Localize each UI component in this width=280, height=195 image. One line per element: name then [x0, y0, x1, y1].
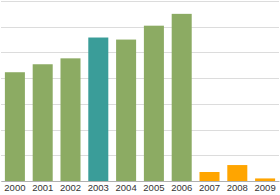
x-tick-label: 2006	[171, 182, 192, 193]
x-tick: 2008	[227, 181, 248, 193]
chart-container: 2000 2001 2002 2003 2004 2005 2006 2007 2008 2009	[0, 0, 280, 195]
bar	[199, 172, 219, 181]
x-tick: 2000	[4, 181, 25, 193]
x-axis: 2000 2001 2002 2003 2004 2005 2006 2007 2008 2009	[2, 181, 280, 193]
x-tick-label: 2000	[4, 182, 25, 193]
x-tick-label: 2002	[60, 182, 81, 193]
x-tick-label: 2001	[32, 182, 53, 193]
x-tick: 2004	[116, 181, 137, 193]
grid	[1, 2, 279, 182]
chart-svg: 2000 2001 2002 2003 2004 2005 2006 2007 2008 2009	[0, 0, 280, 195]
bar	[60, 58, 80, 181]
x-tick-label: 2005	[143, 182, 164, 193]
plot: 2000 2001 2002 2003 2004 2005 2006 2007 2008 2009	[1, 2, 280, 193]
x-tick: 2003	[88, 181, 109, 193]
bar	[172, 14, 192, 181]
x-tick: 2005	[143, 181, 164, 193]
x-tick-label: 2009	[255, 182, 276, 193]
grid-line	[1, 52, 279, 53]
x-tick: 2006	[171, 181, 192, 193]
bars	[5, 14, 275, 181]
x-tick-label: 2007	[199, 182, 220, 193]
bar	[88, 38, 108, 181]
bar	[227, 165, 247, 181]
bar	[255, 178, 275, 181]
bar	[5, 72, 25, 181]
bar	[116, 40, 136, 181]
bar	[144, 26, 164, 181]
bar	[33, 64, 53, 181]
grid-line	[1, 27, 279, 28]
x-tick-label: 2008	[227, 182, 248, 193]
grid-line	[1, 1, 279, 2]
x-tick: 2001	[32, 181, 53, 193]
x-tick: 2002	[60, 181, 81, 193]
x-tick: 2007	[199, 181, 220, 193]
x-tick-label: 2003	[88, 182, 109, 193]
x-tick: 2009	[255, 181, 276, 193]
x-tick-label: 2004	[116, 182, 137, 193]
